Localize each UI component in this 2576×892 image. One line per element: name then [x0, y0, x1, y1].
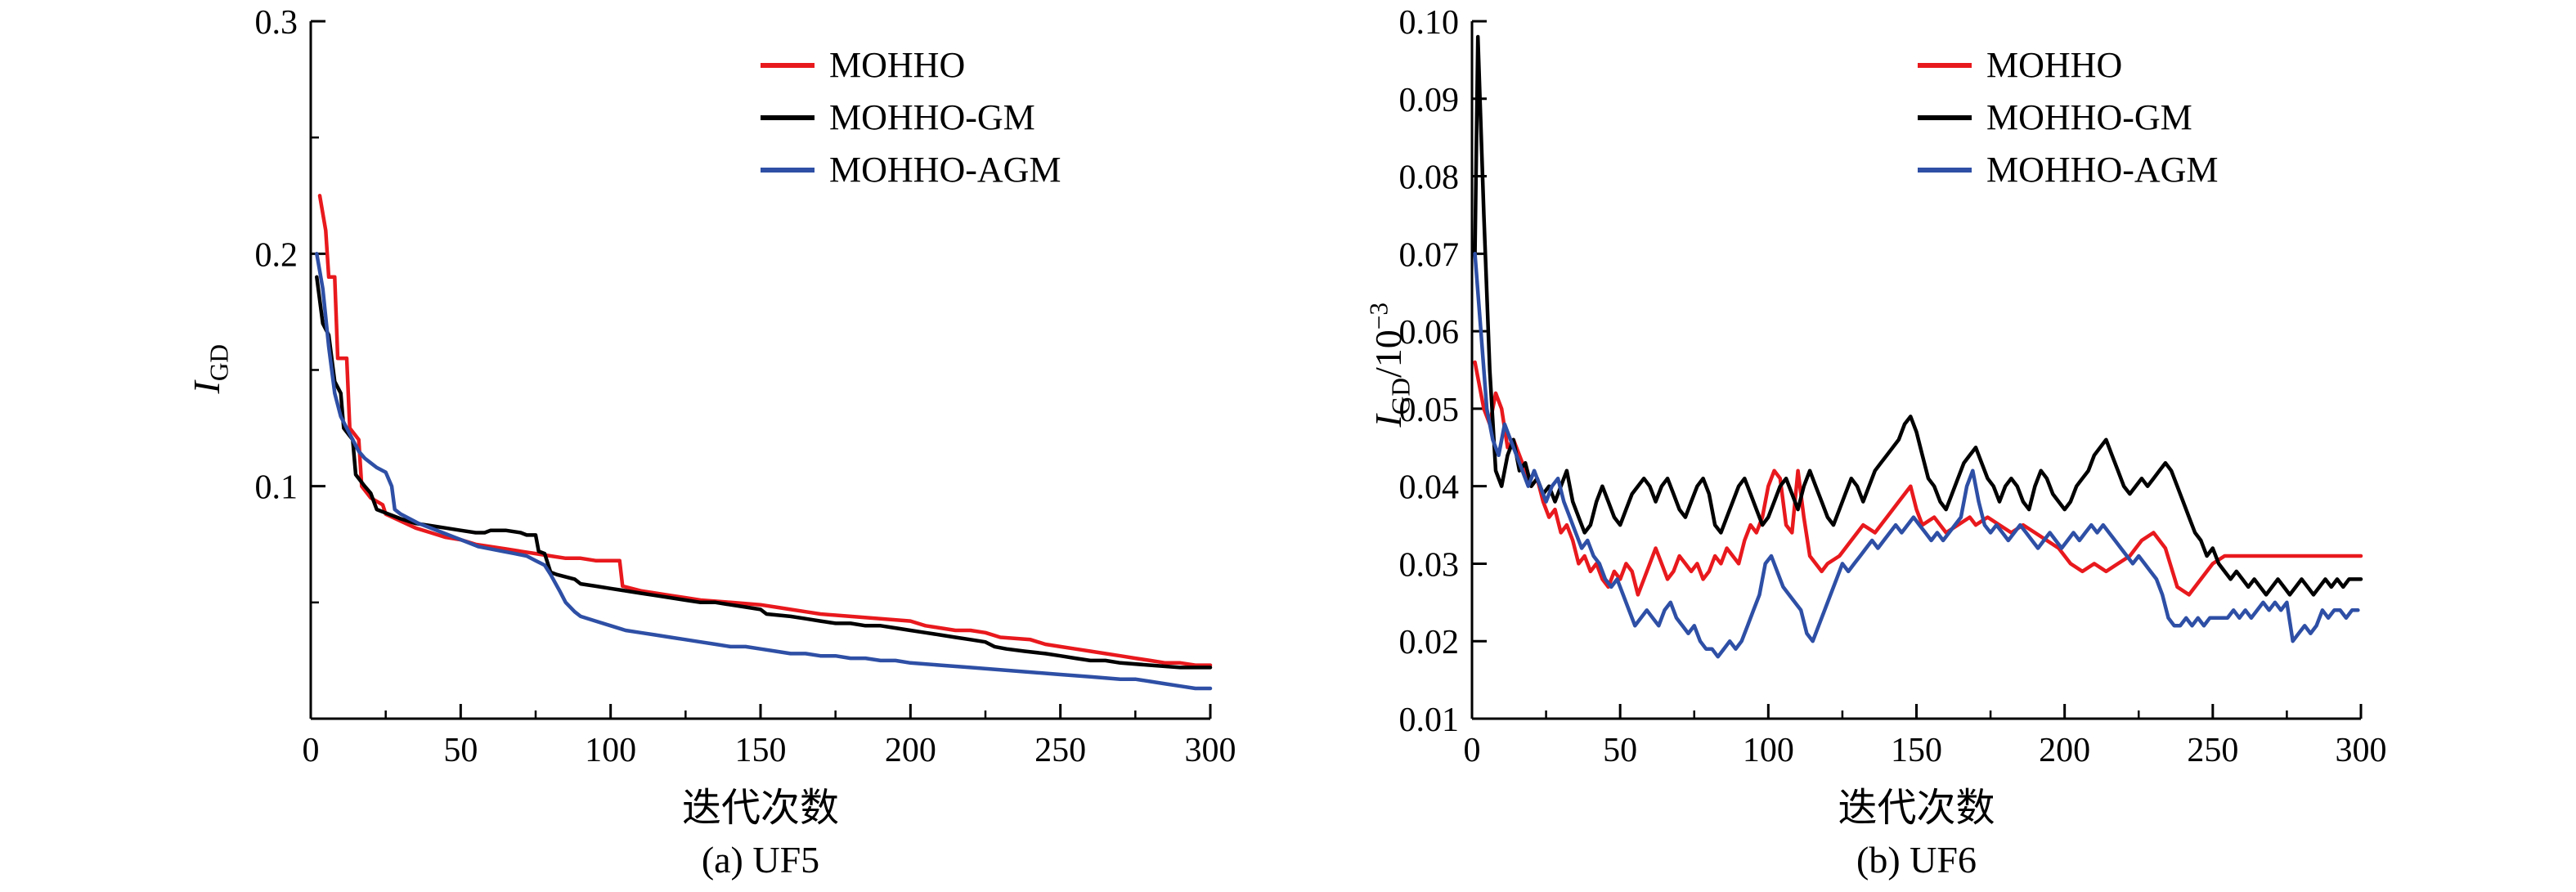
- legend-label: MOHHO-GM: [1986, 97, 2192, 137]
- y-tick-label: 0.05: [1399, 392, 1460, 429]
- y-axis-label-subscript: GD: [1386, 378, 1416, 415]
- x-tick-label: 200: [2039, 732, 2090, 769]
- x-tick-label: 150: [1891, 732, 1942, 769]
- y-axis-label-symbol: I: [186, 381, 228, 394]
- y-axis-label-uf6: IGD/10−3: [1365, 201, 1416, 528]
- caption-uf6: (b) UF6: [1856, 839, 1977, 881]
- x-axis-label-uf6: 迭代次数: [1838, 787, 1995, 830]
- chart-uf5: 0 50 100 150 200 250 300 0.1 0.2 0.3: [255, 4, 1236, 769]
- legend-line-mohho-gm: [1918, 115, 1972, 120]
- y-tick-label: 0.10: [1399, 4, 1460, 42]
- y-axis-label-subscript: GD: [204, 344, 234, 382]
- y-tick-label: 0.2: [255, 236, 298, 274]
- y-tick-label: 0.03: [1399, 546, 1460, 584]
- y-axis-label-exponent: −3: [1364, 302, 1393, 330]
- legend-item: MOHHO-AGM: [1918, 147, 2219, 193]
- series-line-mohho-gm: [1473, 34, 2363, 597]
- legend-line-mohho-agm: [761, 168, 815, 173]
- y-tick-label: 0.09: [1399, 82, 1460, 119]
- y-axis-label-unit: /10: [1367, 329, 1410, 379]
- x-tick-label: 300: [2336, 732, 2387, 769]
- x-tick-label: 250: [1034, 732, 1086, 769]
- legend-label: MOHHO-AGM: [1986, 150, 2219, 190]
- legend-label: MOHHO: [1986, 45, 2123, 85]
- y-tick-label: 0.08: [1399, 159, 1460, 197]
- legend-item: MOHHO-GM: [761, 95, 1061, 141]
- x-tick-label: 50: [443, 732, 478, 769]
- legend-item: MOHHO: [1918, 43, 2219, 88]
- x-tick-label: 150: [735, 732, 787, 769]
- series-line-mohho-gm: [315, 275, 1213, 670]
- x-tick-label: 0: [1464, 732, 1481, 769]
- y-axis-label-symbol: I: [1367, 415, 1410, 428]
- y-tick-label: 0.07: [1399, 236, 1460, 274]
- series-line-mohho: [317, 194, 1213, 667]
- legend-line-mohho-agm: [1918, 168, 1972, 173]
- x-tick-label: 100: [1743, 732, 1794, 769]
- caption-uf5: (a) UF5: [701, 839, 820, 881]
- y-tick-label: 0.06: [1399, 314, 1460, 352]
- series-line-mohho-agm: [1473, 252, 2360, 659]
- x-axis-label-uf5: 迭代次数: [681, 787, 839, 830]
- panel-uf5: 0 50 100 150 200 250 300 0.1 0.2 0.3 IGD 迭代次数 (a)…: [183, 4, 1236, 881]
- y-tick-label: 0.3: [255, 4, 298, 42]
- x-tick-label: 250: [2187, 732, 2238, 769]
- legend-uf6: MOHHO MOHHO-GM MOHHO-AGM: [1918, 43, 2219, 193]
- legend-uf5: MOHHO MOHHO-GM MOHHO-AGM: [761, 43, 1061, 193]
- x-tick-label: 300: [1185, 732, 1236, 769]
- x-tick-label: 100: [585, 732, 636, 769]
- y-tick-label: 0.1: [255, 469, 298, 507]
- legend-line-mohho: [761, 63, 815, 68]
- x-tick-label: 200: [885, 732, 936, 769]
- panel-uf6: 0 50 100 150 200 250 300 0.01 0.02 0.03 0.04 0.05 0.…: [1288, 0, 2576, 892]
- legend-label: MOHHO: [829, 45, 966, 85]
- y-axis-label-uf5: IGD: [183, 205, 235, 532]
- legend-item: MOHHO: [761, 43, 1061, 88]
- series-line-mohho-agm: [315, 252, 1213, 691]
- x-tick-label: 50: [1603, 732, 1637, 769]
- legend-label: MOHHO-AGM: [829, 150, 1061, 190]
- legend-line-mohho-gm: [761, 115, 815, 120]
- legend-line-mohho: [1918, 63, 1972, 68]
- legend-item: MOHHO-GM: [1918, 95, 2219, 141]
- legend-label: MOHHO-GM: [829, 97, 1035, 137]
- chart-uf6: 0 50 100 150 200 250 300 0.01 0.02 0.03 0.04 0.05 0.…: [1399, 4, 2387, 769]
- series-line-mohho: [1473, 360, 2363, 597]
- x-tick-label: 0: [303, 732, 320, 769]
- y-tick-label: 0.01: [1399, 701, 1460, 739]
- y-tick-label: 0.02: [1399, 624, 1460, 661]
- legend-item: MOHHO-AGM: [761, 147, 1061, 193]
- y-tick-label: 0.04: [1399, 469, 1460, 507]
